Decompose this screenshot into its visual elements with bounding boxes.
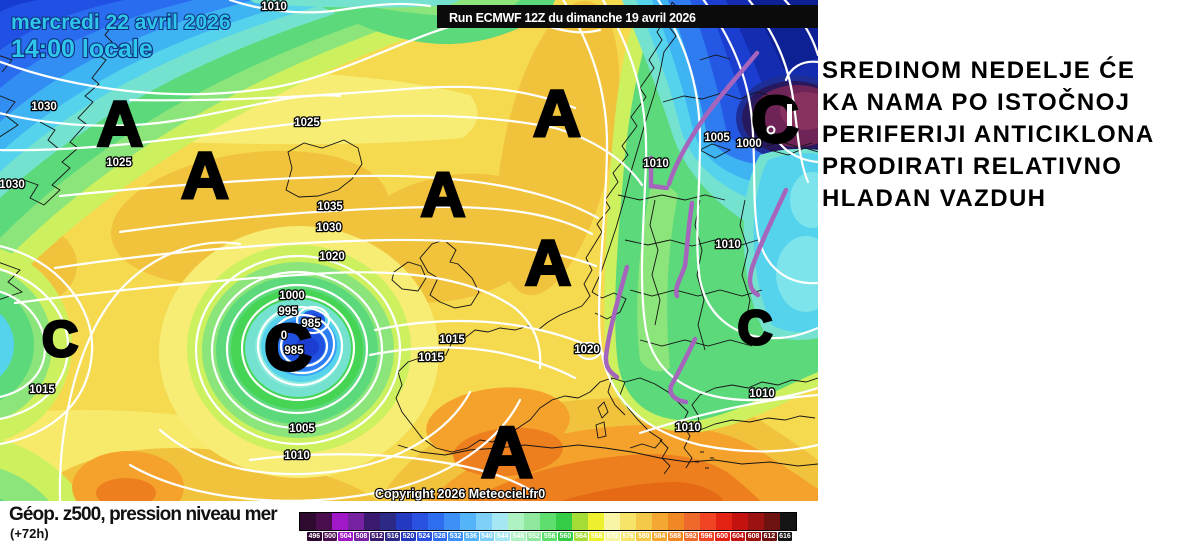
- svg-text:mercredi 22 avril 2026: mercredi 22 avril 2026: [11, 11, 231, 34]
- svg-text:1010: 1010: [715, 239, 741, 251]
- svg-text:1010: 1010: [749, 388, 775, 400]
- svg-text:1010: 1010: [675, 422, 701, 434]
- svg-text:A: A: [421, 161, 466, 230]
- svg-text:C: C: [264, 310, 312, 384]
- svg-text:1025: 1025: [106, 157, 132, 169]
- svg-text:A: A: [481, 413, 533, 493]
- svg-text:A: A: [533, 76, 581, 150]
- svg-text:0: 0: [281, 330, 287, 342]
- svg-text:1020: 1020: [319, 251, 345, 263]
- svg-text:1005: 1005: [289, 423, 315, 435]
- svg-text:14:00 locale: 14:00 locale: [11, 35, 153, 63]
- svg-text:1035: 1035: [317, 201, 343, 213]
- svg-text:1020: 1020: [574, 344, 600, 356]
- svg-text:1000: 1000: [279, 290, 305, 302]
- svg-text:1030: 1030: [31, 101, 57, 113]
- svg-text:1030: 1030: [316, 222, 342, 234]
- svg-text:985: 985: [301, 318, 321, 330]
- svg-text:995: 995: [278, 306, 298, 318]
- svg-text:1015: 1015: [439, 334, 465, 346]
- svg-text:1015: 1015: [29, 384, 55, 396]
- svg-text:1010: 1010: [643, 158, 669, 170]
- svg-text:C: C: [42, 311, 78, 367]
- svg-text:Run ECMWF 12Z du dimanche 19 a: Run ECMWF 12Z du dimanche 19 avril 2026: [449, 11, 696, 25]
- svg-text:C: C: [738, 302, 773, 355]
- svg-text:A: A: [525, 227, 571, 299]
- svg-text:1015: 1015: [418, 352, 444, 364]
- svg-text:1005: 1005: [704, 132, 730, 144]
- svg-text:Copyright 2026 Meteociel.fr0: Copyright 2026 Meteociel.fr0: [375, 487, 545, 501]
- svg-text:1030: 1030: [0, 179, 25, 191]
- svg-text:1025: 1025: [294, 117, 320, 129]
- svg-text:985: 985: [284, 345, 304, 357]
- svg-text:A: A: [181, 138, 229, 212]
- svg-text:1000: 1000: [736, 138, 762, 150]
- svg-text:1010: 1010: [261, 1, 287, 13]
- svg-text:A: A: [97, 88, 143, 160]
- svg-text:1010: 1010: [284, 450, 310, 462]
